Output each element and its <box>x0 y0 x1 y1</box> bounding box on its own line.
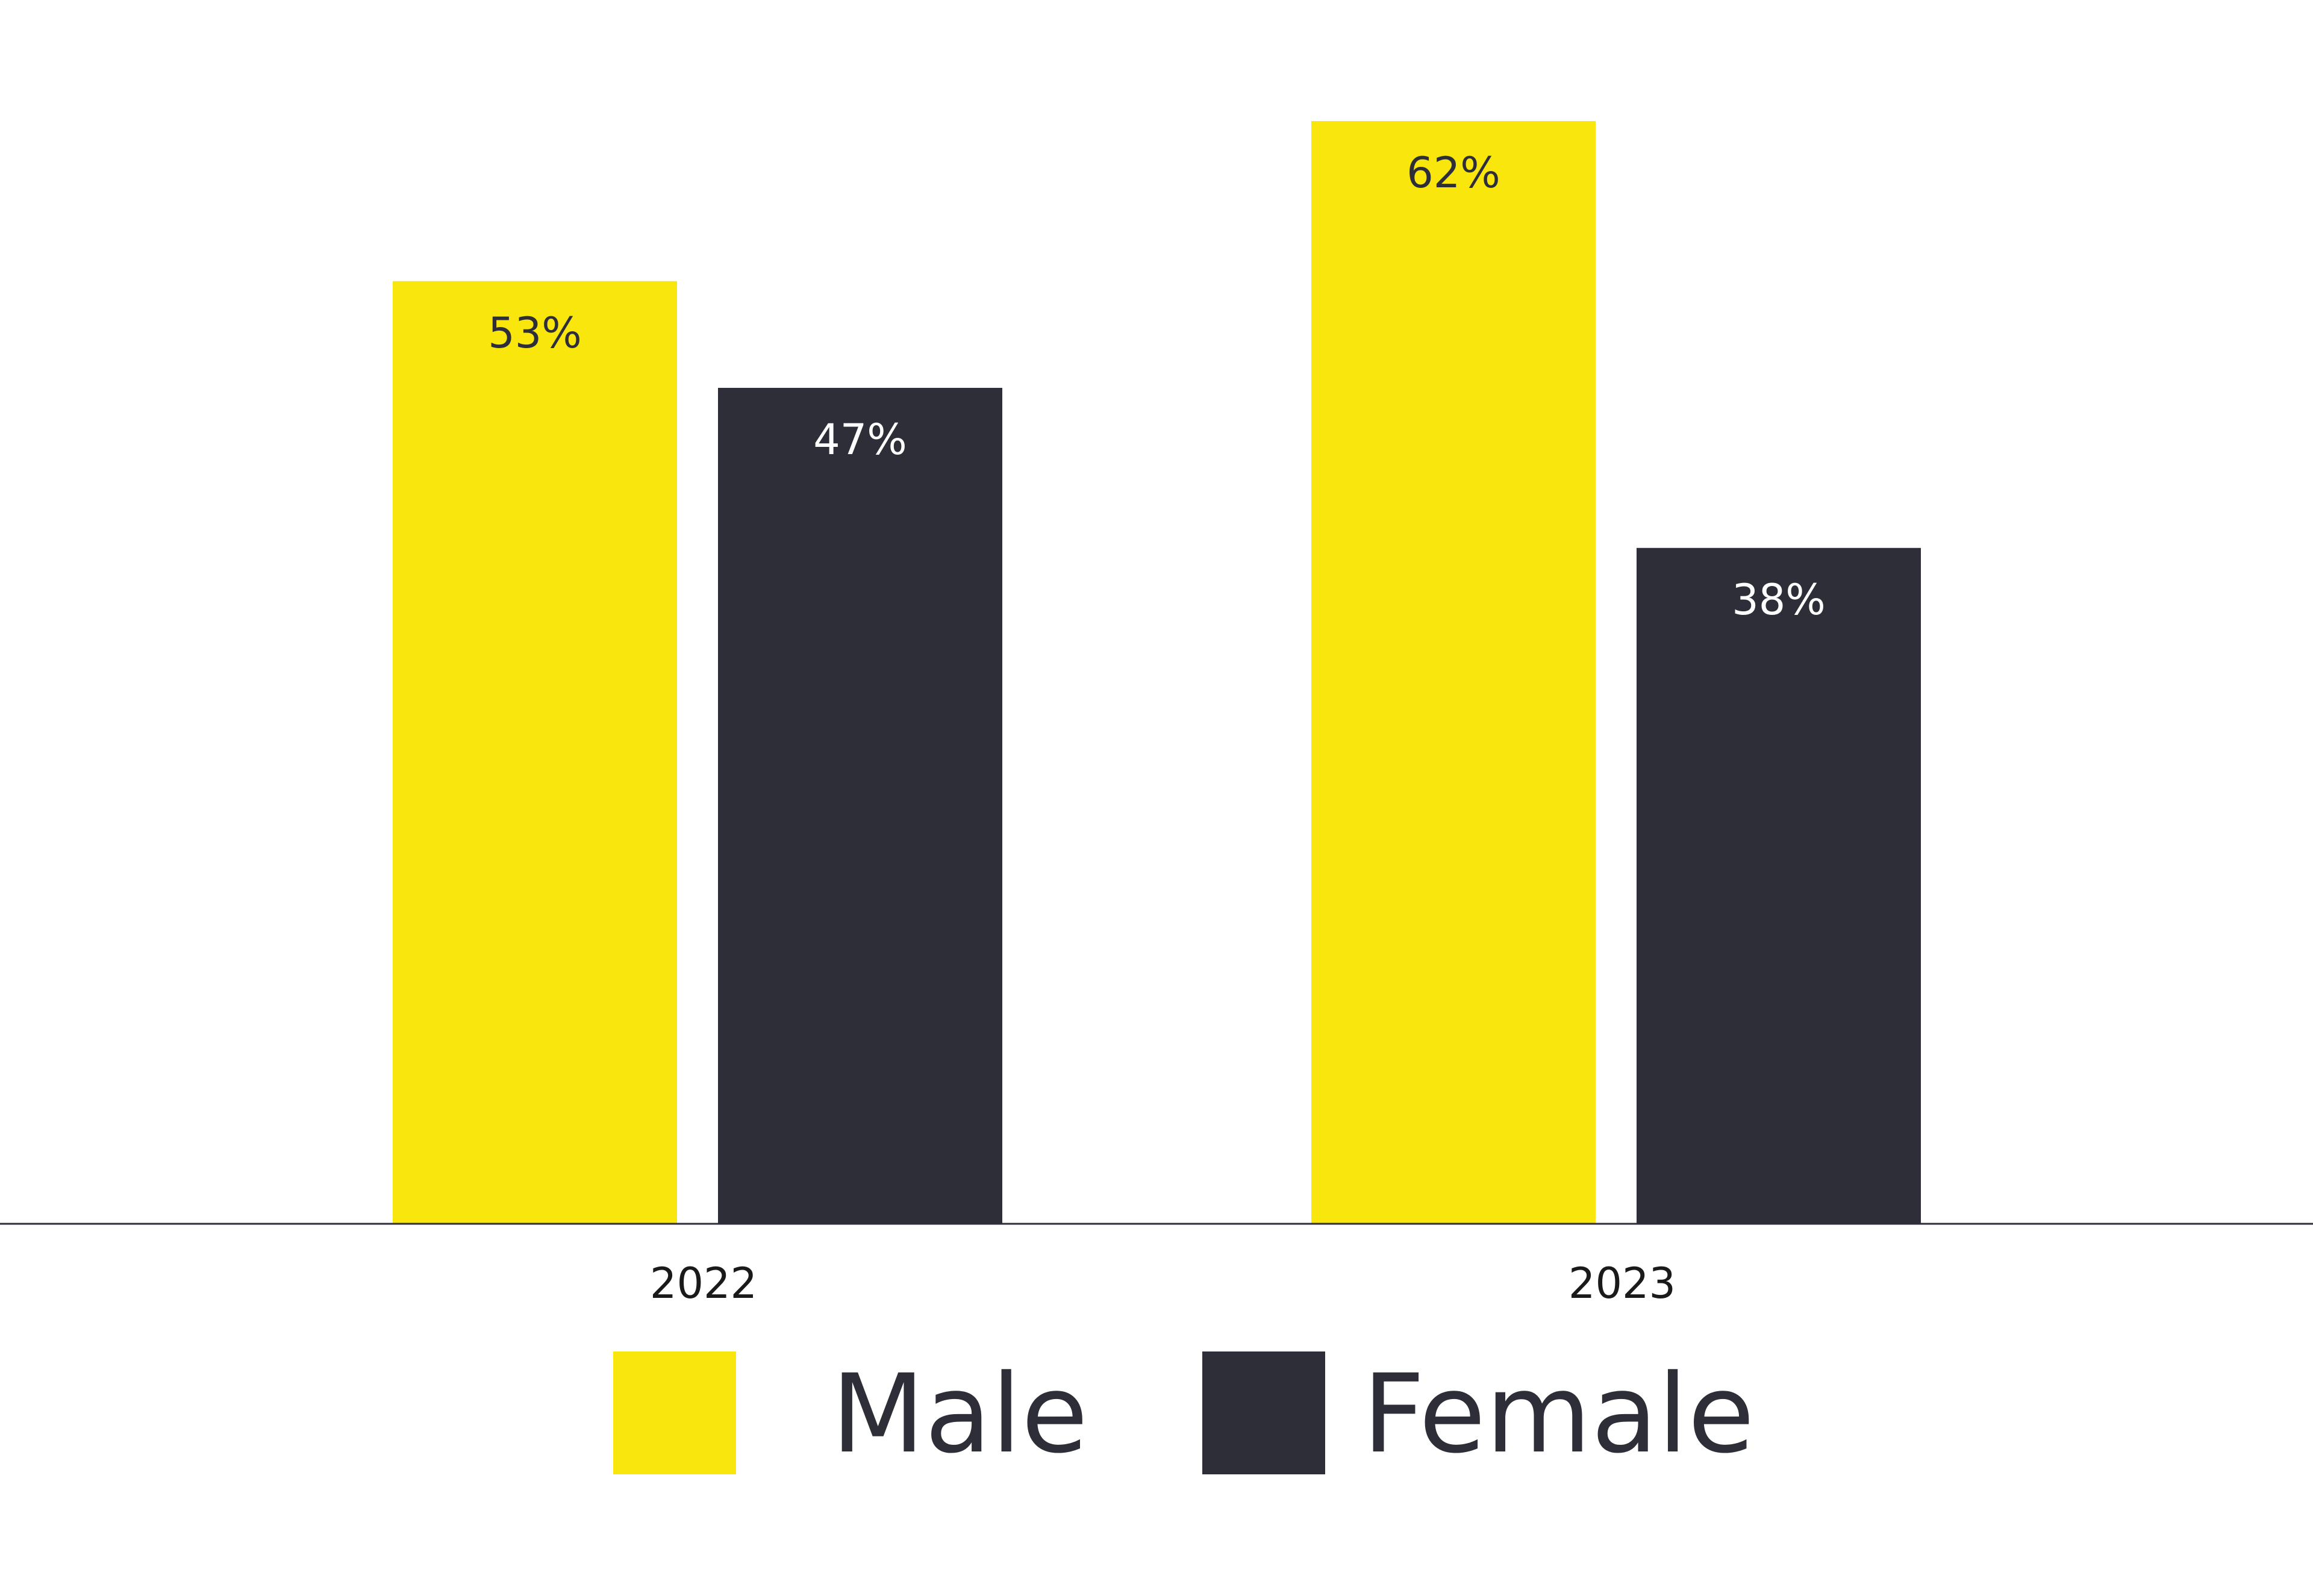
data-label-female-2022: 47% <box>813 415 907 464</box>
legend-swatch-female <box>1202 1351 1325 1474</box>
bar-female-2022 <box>718 387 1002 1224</box>
x-tick-labels-layer: 2022 2023 <box>650 1259 1676 1308</box>
x-tick-label-2023: 2023 <box>1569 1259 1676 1308</box>
legend: Male Female <box>613 1351 1755 1477</box>
bars-layer <box>393 121 1921 1224</box>
data-label-male-2023: 62% <box>1406 148 1500 198</box>
bar-male-2022 <box>393 281 677 1224</box>
data-label-female-2023: 38% <box>1732 575 1826 625</box>
bar-male-2023 <box>1311 121 1596 1224</box>
bar-female-2023 <box>1637 547 1921 1224</box>
legend-label-male: Male <box>831 1351 1088 1477</box>
data-labels-layer: 53% 47% 62% 38% <box>488 148 1826 625</box>
legend-label-female: Female <box>1363 1351 1755 1477</box>
legend-swatch-male <box>613 1351 736 1474</box>
x-tick-label-2022: 2022 <box>650 1259 757 1308</box>
data-label-male-2022: 53% <box>488 308 582 358</box>
